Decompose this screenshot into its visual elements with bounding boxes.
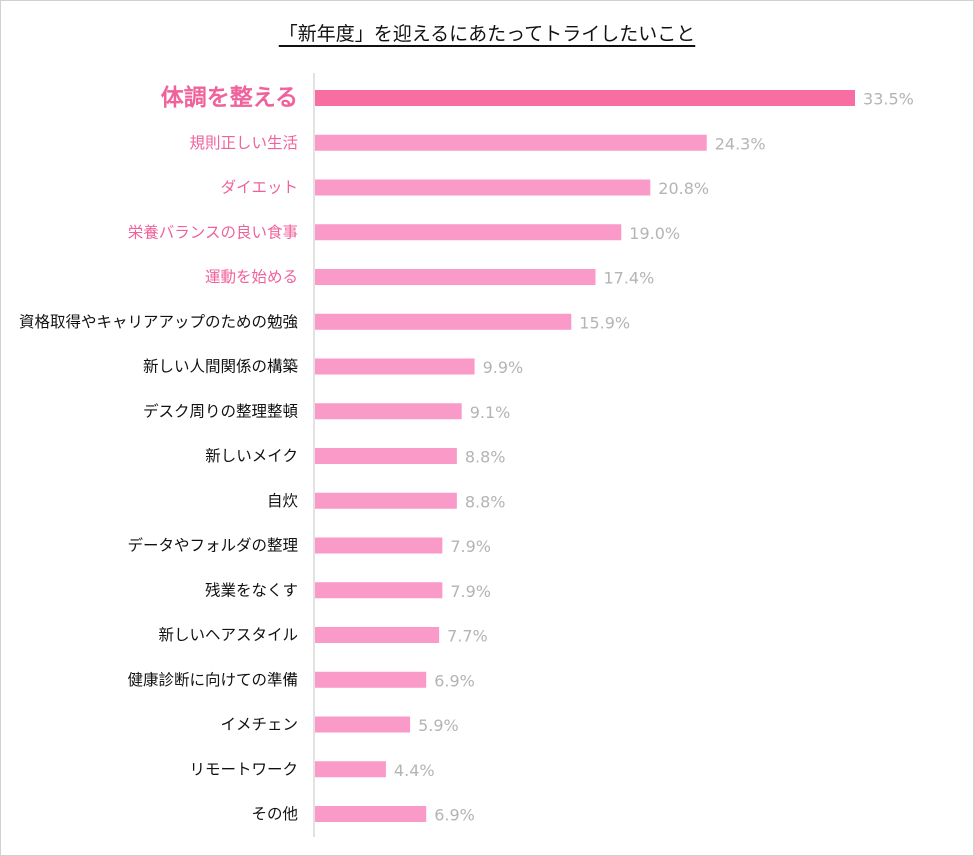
bar-5	[315, 269, 596, 285]
category-label-3: ダイエット	[221, 179, 298, 197]
bar-7	[315, 358, 475, 375]
category-label-12: 残業をなくす	[205, 581, 298, 599]
bar-15	[315, 716, 411, 733]
category-label-13: 新しいヘアスタイル	[158, 626, 298, 644]
bar-14	[315, 671, 427, 688]
category-label-15: イメチェン	[220, 716, 298, 734]
category-label-2: 規則正しい生活	[189, 134, 298, 152]
value-label-9: 8.8%	[465, 448, 506, 467]
value-label-12: 7.9%	[450, 582, 491, 601]
category-label-11: データやフォルダの整理	[127, 536, 298, 555]
value-label-16: 4.4%	[394, 761, 435, 780]
bar-8	[315, 403, 462, 420]
category-label-14: 健康診断に向けての準備	[127, 671, 298, 689]
bar-2	[315, 134, 707, 151]
value-label-1: 33.5%	[863, 90, 914, 109]
category-label-8: デスク周りの整理整頓	[143, 401, 298, 420]
category-label-17: その他	[251, 805, 298, 823]
value-label-6: 15.9%	[579, 313, 630, 332]
value-label-13: 7.7%	[447, 627, 488, 646]
bar-17	[315, 806, 427, 822]
category-label-5: 運動を始める	[205, 268, 298, 286]
bar-1	[315, 90, 856, 106]
category-label-9: 新しいメイク	[205, 447, 298, 465]
category-label-6: 資格取得やキャリアアップのための勉強	[19, 313, 298, 331]
category-label-16: リモートワーク	[189, 760, 298, 778]
value-label-4: 19.0%	[629, 224, 680, 243]
value-label-5: 17.4%	[603, 269, 654, 288]
value-label-8: 9.1%	[470, 403, 511, 422]
category-label-7: 新しい人間関係の構築	[143, 358, 298, 376]
value-label-10: 8.8%	[465, 492, 506, 511]
value-label-7: 9.9%	[483, 358, 524, 377]
bar-3	[315, 179, 651, 196]
value-label-11: 7.9%	[450, 537, 491, 556]
value-label-3: 20.8%	[658, 179, 709, 198]
bar-13	[315, 627, 440, 643]
bar-10	[315, 492, 457, 509]
category-label-10: 自炊	[267, 492, 299, 510]
bar-12	[315, 582, 443, 599]
value-label-2: 24.3%	[715, 134, 766, 153]
bar-16	[315, 761, 386, 778]
value-label-14: 6.9%	[434, 671, 475, 690]
value-label-17: 6.9%	[434, 806, 475, 825]
category-label-4: 栄養バランスの良い食事	[128, 223, 298, 241]
value-label-15: 5.9%	[418, 716, 459, 735]
bar-6	[315, 313, 572, 330]
bar-11	[315, 537, 443, 554]
category-label-1: 体調を整える	[161, 84, 298, 111]
chart-title: 「新年度」を迎えるにあたってトライしたいこと	[278, 23, 696, 45]
bar-9	[315, 448, 457, 464]
bar-4	[315, 224, 622, 241]
